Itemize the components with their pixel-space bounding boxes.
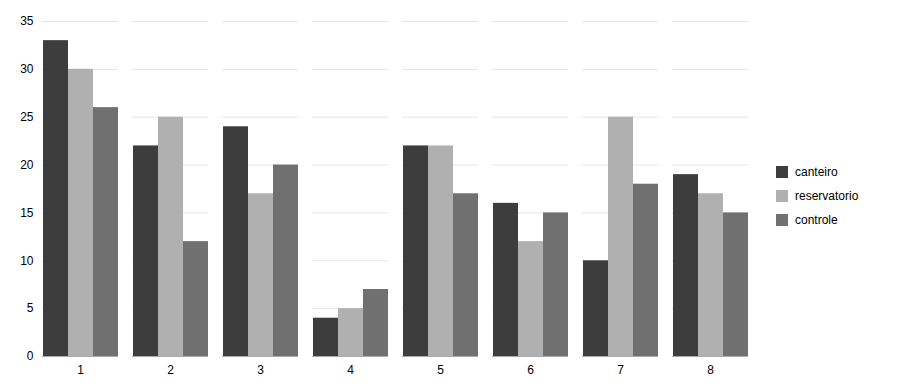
svg-text:5: 5 <box>437 363 444 377</box>
svg-text:30: 30 <box>20 62 34 76</box>
html-text:reservatorio: reservatorio <box>795 188 859 203</box>
svg-text:8: 8 <box>707 363 714 377</box>
svg-text:0: 0 <box>27 349 34 363</box>
html-text:canteiro: canteiro <box>795 164 838 179</box>
svg-text:20: 20 <box>20 157 34 171</box>
svg-text:2: 2 <box>167 363 174 377</box>
svg-text:10: 10 <box>20 253 34 267</box>
svg-text:25: 25 <box>20 110 34 124</box>
svg-text:5: 5 <box>27 301 34 315</box>
svg-text:7: 7 <box>617 363 624 377</box>
svg-text:1: 1 <box>77 363 84 377</box>
html-text:controle: controle <box>795 212 838 227</box>
svg-text:4: 4 <box>347 363 354 377</box>
svg-text:3: 3 <box>257 363 264 377</box>
svg-text:15: 15 <box>20 205 34 219</box>
svg-text:35: 35 <box>20 14 34 28</box>
svg-text:6: 6 <box>527 363 534 377</box>
